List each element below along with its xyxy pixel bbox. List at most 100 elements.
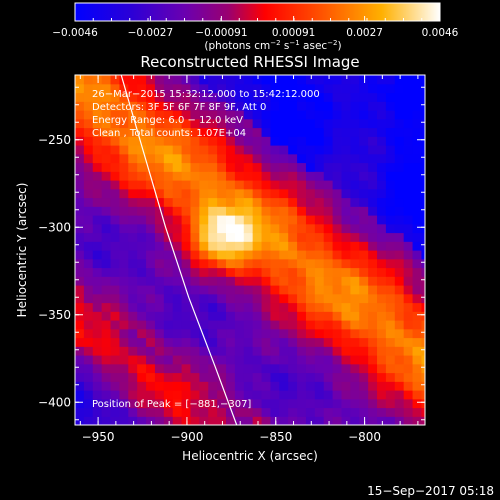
heatmap-cell — [101, 206, 112, 216]
heatmap-cell — [421, 206, 425, 216]
heatmap-cell — [412, 293, 423, 304]
y-axis-label: Heliocentric Y (arcsec) — [15, 183, 29, 318]
heatmap-cell — [243, 267, 254, 277]
heatmap-cell — [199, 407, 209, 417]
heatmap-cell — [199, 346, 209, 356]
heatmap-cell — [323, 215, 334, 225]
heatmap-cell — [128, 258, 138, 269]
colorbar-tick-label: 0.0046 — [422, 27, 459, 39]
heatmap-cell — [385, 101, 396, 111]
heatmap-cell — [394, 145, 405, 155]
heatmap-cell — [403, 136, 414, 146]
heatmap-cell — [377, 328, 387, 339]
heatmap-cell — [377, 355, 387, 365]
heatmap-cell — [101, 311, 112, 321]
heatmap-cell — [288, 171, 298, 181]
heatmap-cell — [412, 206, 423, 216]
heatmap-cell — [279, 118, 289, 129]
heatmap-cell — [297, 215, 307, 225]
heatmap-cell — [359, 398, 369, 409]
heatmap-cell — [110, 416, 121, 425]
heatmap-cell — [270, 118, 280, 129]
heatmap-cell — [226, 355, 236, 365]
heatmap-cell — [332, 223, 343, 234]
heatmap-cell — [297, 381, 307, 391]
heatmap-cell — [323, 320, 334, 330]
heatmap-cell — [252, 92, 263, 102]
heatmap-cell — [385, 416, 396, 425]
heatmap-cell — [394, 127, 405, 137]
heatmap-cell — [181, 267, 192, 277]
heatmap-cell — [208, 145, 218, 155]
heatmap-cell — [359, 328, 369, 339]
heatmap-cell — [243, 136, 254, 146]
heatmap-cell — [110, 83, 121, 94]
heatmap-cell — [305, 223, 316, 234]
heatmap-cell — [421, 302, 425, 312]
heatmap-cell — [314, 110, 325, 120]
heatmap-cell — [190, 285, 200, 295]
heatmap-cell — [368, 328, 378, 339]
heatmap-cell — [279, 162, 289, 172]
heatmap-cell — [75, 180, 85, 190]
heatmap-cell — [385, 162, 396, 172]
heatmap-cell — [92, 232, 103, 242]
heatmap-cell — [75, 162, 85, 172]
heatmap-cell — [261, 398, 272, 409]
heatmap-cell — [385, 197, 396, 207]
heatmap-cell — [119, 311, 129, 321]
heatmap-cell — [208, 320, 218, 330]
heatmap-cell — [208, 381, 218, 391]
heatmap-cell — [154, 276, 165, 286]
heatmap-cell — [270, 293, 280, 304]
heatmap-cell — [190, 136, 200, 146]
colorbar-tick-label: 0.0027 — [346, 27, 383, 39]
heatmap-cell — [128, 398, 138, 409]
heatmap-cell — [101, 188, 112, 199]
heatmap-cell — [128, 241, 138, 251]
heatmap-cell — [190, 206, 200, 216]
heatmap-cell — [119, 197, 129, 207]
heatmap-cell — [226, 258, 236, 269]
heatmap-cell — [332, 258, 343, 269]
heatmap-cell — [208, 197, 218, 207]
heatmap-cell — [154, 206, 165, 216]
heatmap-cell — [128, 118, 138, 129]
heatmap-cell — [350, 223, 360, 234]
heatmap-cell — [190, 180, 200, 190]
heatmap-cell — [208, 363, 218, 374]
heatmap-cell — [412, 407, 423, 417]
heatmap-cell — [243, 101, 254, 111]
heatmap-cell — [314, 197, 325, 207]
heatmap-cell — [181, 110, 192, 120]
heatmap-cell — [243, 407, 254, 417]
heatmap-cell — [412, 276, 423, 286]
heatmap-cell — [146, 223, 156, 234]
heatmap-cell — [190, 250, 200, 260]
annotation-block: 26−Mar−2015 15:32:12.000 to 15:42:12.000… — [92, 89, 320, 410]
heatmap-cell — [297, 206, 307, 216]
heatmap-cell — [146, 232, 156, 242]
heatmap-cell — [137, 206, 147, 216]
heatmap-cell — [172, 337, 183, 347]
heatmap-cell — [226, 276, 236, 286]
heatmap-cell — [288, 390, 298, 400]
heatmap-cell — [412, 110, 423, 120]
heatmap-cell — [332, 162, 343, 172]
heatmap-cell — [83, 363, 94, 374]
heatmap-cell — [252, 346, 263, 356]
heatmap-cell — [350, 372, 360, 382]
heatmap-cell — [199, 267, 209, 277]
heatmap-cell — [412, 127, 423, 137]
heatmap-cell — [243, 180, 254, 190]
heatmap-cell — [83, 136, 94, 146]
heatmap-cell — [359, 188, 369, 199]
heatmap-cell — [101, 320, 112, 330]
heatmap-cell — [83, 250, 94, 260]
heatmap-cell — [252, 285, 263, 295]
heatmap-cell — [163, 83, 174, 94]
heatmap-cell — [101, 118, 112, 129]
heatmap-cell — [403, 416, 414, 425]
heatmap-cell — [385, 346, 396, 356]
heatmap-cell — [208, 267, 218, 277]
